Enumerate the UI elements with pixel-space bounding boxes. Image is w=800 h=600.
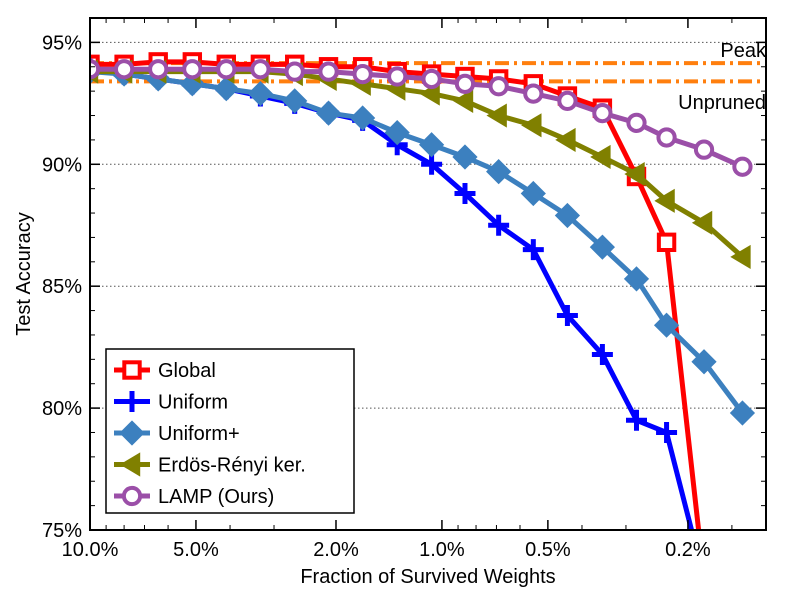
data-point-uniform	[623, 266, 650, 292]
data-point-uniform	[522, 239, 544, 261]
data-point-lamp-ours	[113, 59, 135, 80]
legend-swatch-marker	[119, 420, 145, 446]
data-point-erd-s-r-nyi-ker	[521, 113, 542, 138]
data-point-uniform	[488, 214, 510, 236]
data-point-uniform	[656, 421, 678, 443]
y-tick-label: 90%	[42, 154, 82, 176]
y-tick-label: 75%	[42, 520, 82, 542]
data-point-uniform	[213, 76, 239, 102]
series-lines	[90, 52, 756, 530]
x-tick-label: 2.0%	[313, 539, 359, 561]
legend-item-global: Global	[114, 360, 216, 382]
data-point-uniform	[247, 80, 273, 107]
legend-item-uniform: Uniform+	[114, 420, 240, 446]
data-point-erd-s-r-nyi-ker	[730, 244, 751, 270]
data-point-lamp-ours	[523, 83, 544, 104]
legend-items: Global Uniform Uniform+ Erdös-Rényi ker. LAM…	[114, 360, 306, 508]
legend-label: LAMP (Ours)	[158, 486, 274, 508]
legend-swatch-marker	[121, 485, 143, 507]
data-point-erd-s-r-nyi-ker	[590, 144, 611, 170]
data-point-uniform	[384, 119, 410, 146]
legend-item-lamp-ours: LAMP (Ours)	[114, 485, 274, 508]
x-tick-label: 0.5%	[525, 539, 571, 561]
axis-tick-labels: 75% 80% 85% 90% 95% 10.0% 5.0% 2.0% 1.0% 0.5% 0.2%	[42, 32, 711, 561]
legend-item-erd-s-r-nyi-ker: Erdös-Rényi ker.	[114, 452, 306, 477]
plot-frame	[89, 17, 767, 531]
data-point-uniform	[729, 400, 756, 426]
data-point-uniform	[454, 183, 476, 205]
peak-label: Peak	[720, 40, 767, 62]
x-tick-label: 0.2%	[665, 539, 711, 561]
data-point-lamp-ours	[454, 73, 476, 94]
data-point-uniform	[418, 132, 445, 158]
legend-swatch-marker	[121, 391, 143, 412]
data-point-lamp-ours	[656, 127, 677, 148]
x-tick-label: 10.0%	[62, 539, 119, 561]
data-point-lamp-ours	[732, 156, 753, 177]
unpruned-label: Unpruned	[678, 92, 766, 114]
data-point-erd-s-r-nyi-ker	[654, 188, 675, 213]
data-point-uniform	[554, 202, 581, 229]
series-lamp-ours	[90, 59, 753, 177]
y-tick-label: 85%	[42, 276, 82, 298]
legend-label: Uniform	[158, 392, 228, 414]
series-uniform	[90, 59, 756, 426]
data-point-lamp-ours	[488, 76, 509, 97]
data-point-erd-s-r-nyi-ker	[486, 103, 507, 128]
data-point-lamp-ours	[387, 66, 408, 87]
y-tick-label: 80%	[42, 398, 82, 420]
data-point-lamp-ours	[182, 59, 203, 80]
data-point-uniform	[520, 180, 546, 207]
data-point-lamp-ours	[216, 59, 237, 80]
data-point-uniform	[691, 349, 717, 375]
legend-swatch-marker	[122, 360, 142, 380]
y-tick-label: 95%	[42, 32, 82, 54]
data-point-erd-s-r-nyi-ker	[691, 210, 713, 235]
data-point-lamp-ours	[352, 63, 373, 85]
data-point-uniform	[653, 312, 680, 338]
data-point-lamp-ours	[148, 59, 169, 80]
data-point-lamp-ours	[626, 112, 647, 133]
x-tick-label: 1.0%	[419, 539, 465, 561]
data-point-lamp-ours	[693, 139, 715, 160]
data-point-global	[656, 232, 677, 253]
data-point-uniform	[315, 100, 342, 126]
legend-label: Erdös-Rényi ker.	[158, 455, 306, 477]
data-point-erd-s-r-nyi-ker	[452, 88, 474, 113]
data-point-erd-s-r-nyi-ker	[555, 127, 576, 152]
data-point-uniform	[625, 409, 647, 431]
data-point-uniform	[556, 304, 578, 326]
legend-item-uniform: Uniform	[114, 391, 228, 414]
data-point-uniform	[486, 158, 512, 185]
x-axis-title: Fraction of Survived Weights	[300, 566, 555, 588]
x-tick-label: 5.0%	[173, 539, 219, 561]
legend-label: Uniform+	[158, 423, 240, 445]
data-point-lamp-ours	[592, 102, 613, 124]
data-point-erd-s-r-nyi-ker	[624, 161, 645, 187]
data-point-lamp-ours	[318, 61, 339, 82]
data-point-lamp-ours	[250, 59, 271, 80]
axis-ticks	[89, 18, 766, 531]
legend: Global Uniform Uniform+ Erdös-Rényi ker. LAM…	[105, 348, 355, 514]
legend-label: Global	[158, 360, 216, 382]
data-point-uniform	[589, 234, 615, 260]
data-point-uniform	[591, 343, 613, 365]
data-point-uniform	[452, 144, 478, 170]
data-point-lamp-ours	[421, 68, 442, 90]
data-point-uniform	[282, 88, 308, 114]
data-point-lamp-ours	[284, 61, 305, 82]
y-axis-title: Test Accuracy	[13, 212, 35, 335]
data-point-uniform	[350, 105, 376, 131]
data-point-lamp-ours	[557, 90, 578, 112]
legend-swatch-marker	[119, 452, 141, 477]
data-point-lamp-ours	[90, 59, 101, 80]
